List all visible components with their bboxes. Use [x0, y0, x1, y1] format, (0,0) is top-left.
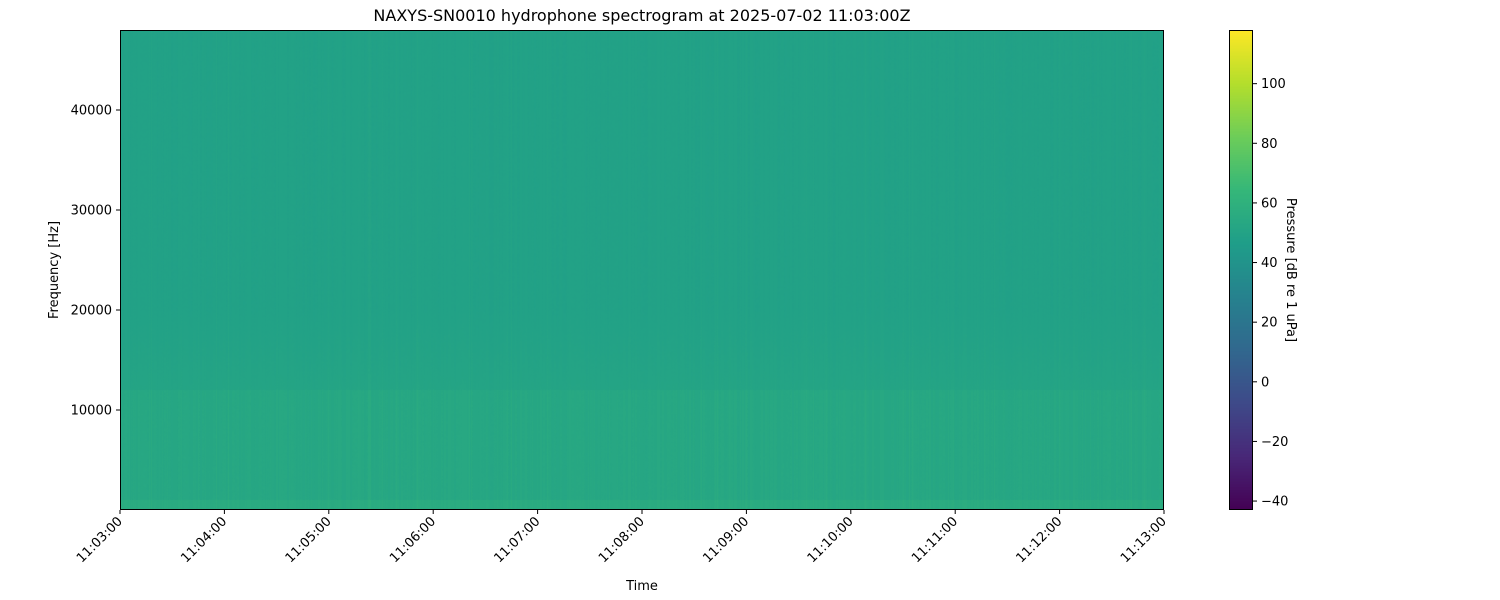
colorbar-tick-label: 60	[1261, 196, 1278, 211]
x-tick-label: 11:08:00	[596, 514, 648, 566]
colorbar-tick-label: −20	[1261, 435, 1288, 450]
colorbar-tick-label: 0	[1261, 375, 1269, 390]
colorbar-ticks: −40 −20 0 20 40 60 80 100	[1253, 77, 1288, 510]
x-axis-label: Time	[625, 579, 658, 594]
y-tick-label: 20000	[71, 304, 112, 319]
colorbar-tick-label: −40	[1261, 495, 1288, 510]
colorbar-label: Pressure [dB re 1 uPa]	[1283, 198, 1298, 342]
spectrogram-image	[120, 30, 1164, 510]
x-tick-label: 11:06:00	[387, 514, 439, 566]
x-tick-label: 11:10:00	[805, 514, 857, 566]
y-tick-label: 10000	[71, 404, 112, 419]
x-tick-label: 11:05:00	[283, 514, 335, 566]
y-tick-label: 40000	[71, 104, 112, 119]
colorbar-tick-label: 100	[1261, 77, 1286, 92]
x-tick-label: 11:03:00	[74, 514, 126, 566]
x-tick-label: 11:12:00	[1014, 514, 1066, 566]
colorbar-frame	[1229, 30, 1253, 510]
y-axis-label: Frequency [Hz]	[47, 221, 62, 319]
colorbar-tick-label: 20	[1261, 316, 1278, 331]
colorbar-gradient	[1229, 30, 1253, 510]
chart-title: NAXYS-SN0010 hydrophone spectrogram at 2…	[373, 6, 910, 25]
x-axis-ticks: 11:03:00 11:04:00 11:05:00 11:06:00 11:07:00…	[74, 510, 1170, 566]
x-tick-label: 11:11:00	[909, 514, 961, 566]
x-tick-label: 11:04:00	[178, 514, 230, 566]
y-axis-ticks: 10000 20000 30000 40000	[71, 104, 120, 419]
plot-frame	[120, 30, 1164, 510]
colorbar-tick-label: 40	[1261, 256, 1278, 271]
x-tick-label: 11:07:00	[492, 514, 544, 566]
colorbar-tick-label: 80	[1261, 137, 1278, 152]
y-tick-label: 30000	[71, 204, 112, 219]
x-tick-label: 11:09:00	[700, 514, 752, 566]
x-tick-label: 11:13:00	[1118, 514, 1170, 566]
